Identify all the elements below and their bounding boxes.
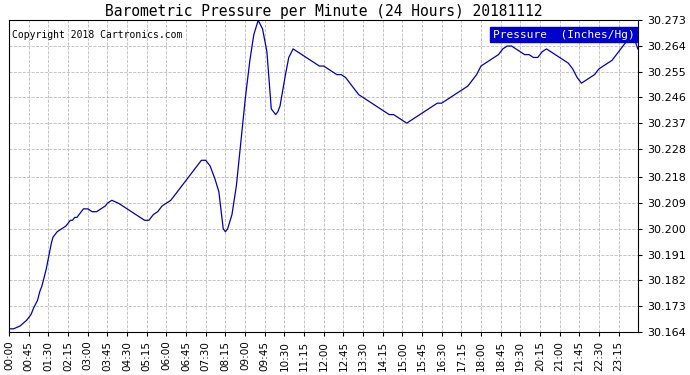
- Text: Copyright 2018 Cartronics.com: Copyright 2018 Cartronics.com: [12, 30, 183, 40]
- Text: Pressure  (Inches/Hg): Pressure (Inches/Hg): [493, 30, 635, 40]
- Title: Barometric Pressure per Minute (24 Hours) 20181112: Barometric Pressure per Minute (24 Hours…: [105, 4, 542, 19]
